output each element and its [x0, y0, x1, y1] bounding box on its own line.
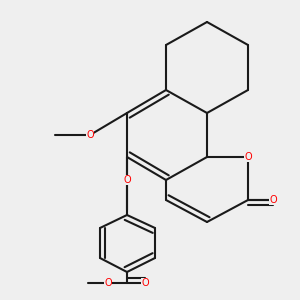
Text: O: O	[104, 278, 112, 288]
Text: O: O	[123, 175, 131, 185]
Text: O: O	[244, 152, 252, 162]
Text: O: O	[86, 130, 94, 140]
Text: O: O	[141, 278, 149, 288]
Text: O: O	[269, 195, 277, 205]
